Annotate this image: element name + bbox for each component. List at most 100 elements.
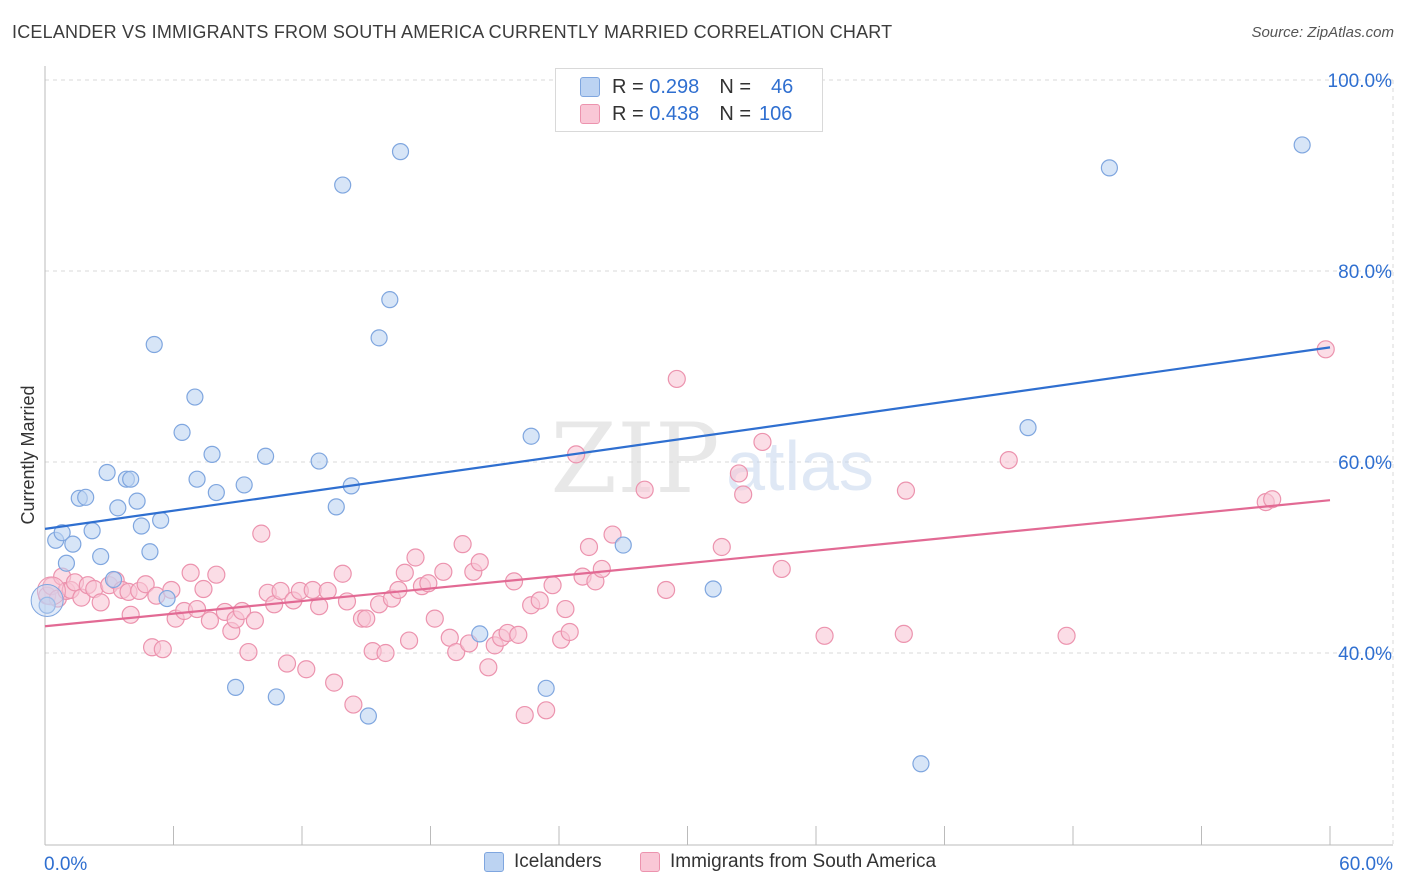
immigrants-point [999, 450, 1018, 470]
immigrants-point [181, 563, 200, 582]
icelanders-point [359, 707, 377, 725]
icelanders-point [310, 452, 328, 470]
immigrants-point [194, 579, 213, 599]
trend-lines [44, 346, 1331, 628]
immigrants-point [712, 537, 731, 557]
immigrants-point [153, 640, 172, 659]
immigrants-point [239, 642, 258, 662]
stats-legend: R = 0.298 N = 46 R = 0.438 N = 106 [555, 68, 823, 132]
immigrants-point [896, 481, 916, 500]
immigrants-point [406, 548, 425, 567]
immigrants-point [815, 626, 834, 645]
immigrants-point [271, 581, 290, 601]
legend-r-value: 0.298 [649, 75, 700, 98]
immigrants-point [207, 565, 226, 584]
watermark: ZIP atlas [550, 403, 874, 515]
immigrants-point [357, 609, 376, 628]
legend-swatch-blue [580, 77, 600, 97]
immigrants-point [310, 597, 329, 616]
y-tick-label: 60.0% [1338, 453, 1392, 474]
legend-swatch-pink [580, 104, 600, 124]
icelanders-point [83, 522, 101, 540]
icelanders-point [256, 447, 275, 465]
icelanders-point [128, 492, 146, 510]
icelanders-trend-line [44, 346, 1331, 530]
icelanders-point [98, 463, 116, 482]
source-label: Source: ZipAtlas.com [1251, 24, 1394, 41]
icelanders-point-cluster [30, 583, 64, 617]
icelanders-point [334, 176, 352, 194]
icelanders-point [227, 678, 245, 696]
legend-row-icelanders: R = 0.298 N = 46 [580, 75, 793, 99]
immigrants-point [530, 591, 549, 610]
legend-n-label: N = [719, 75, 751, 98]
icelanders-point [38, 596, 56, 614]
icelanders-point [912, 755, 930, 773]
immigrants-point [136, 575, 155, 594]
icelanders-point [235, 476, 253, 494]
immigrants-point [656, 580, 676, 600]
immigrants-point [252, 524, 271, 543]
x-tick-label: 60.0% [1339, 854, 1393, 875]
icelanders-point [207, 483, 225, 502]
series-icelanders-points [30, 136, 1311, 773]
immigrants-point [187, 599, 207, 619]
icelanders-point [1293, 136, 1311, 154]
icelanders-point [57, 554, 76, 572]
icelanders-point [145, 335, 163, 354]
bottom-legend-label-immigrants: Immigrants from South America [670, 851, 937, 872]
immigrants-point [603, 525, 622, 544]
icelanders-point [614, 536, 632, 554]
chart-title: ICELANDER VS IMMIGRANTS FROM SOUTH AMERI… [12, 22, 893, 42]
immigrants-trend-line [44, 499, 1331, 628]
legend-n-value: 106 [759, 102, 793, 125]
immigrants-point [729, 464, 749, 483]
icelanders-point [267, 688, 285, 706]
immigrants-point [325, 673, 344, 692]
icelanders-point [381, 291, 399, 309]
icelanders-point [64, 535, 82, 553]
immigrants-point [667, 369, 686, 389]
icelanders-point [537, 679, 555, 697]
icelanders-point [391, 143, 410, 161]
icelanders-point [132, 517, 150, 535]
icelanders-point [109, 499, 127, 517]
legend-n-value: 46 [771, 75, 794, 98]
legend-r-label: R = [612, 75, 644, 98]
y-tick-label: 80.0% [1338, 262, 1392, 283]
immigrants-point [395, 563, 414, 582]
bottom-legend-immigrants: Immigrants from South America [640, 851, 936, 873]
immigrants-point [245, 611, 264, 630]
icelanders-point [188, 470, 206, 488]
immigrants-point [509, 625, 528, 644]
immigrants-point [479, 658, 498, 677]
immigrants-point [579, 537, 599, 557]
immigrants-point [515, 705, 534, 725]
y-tick-label: 40.0% [1338, 644, 1392, 665]
axis-labels: 40.0% 60.0% 80.0% 100.0% 0.0% 60.0% Currently … [18, 71, 1393, 875]
icelanders-point [92, 547, 110, 566]
immigrants-point [556, 599, 575, 619]
bottom-legend-swatch-pink [640, 852, 660, 872]
icelanders-point [152, 511, 170, 529]
immigrants-point [333, 564, 352, 583]
legend-row-immigrants: R = 0.438 N = 106 [580, 102, 792, 126]
icelanders-point [370, 329, 388, 347]
icelanders-point [1100, 159, 1119, 177]
icelanders-point [122, 470, 140, 488]
icelanders-point [158, 589, 176, 608]
icelanders-point [173, 423, 191, 441]
immigrants-point [447, 642, 466, 662]
immigrants-point [297, 660, 316, 679]
y-axis-label: Currently Married [18, 385, 38, 524]
immigrants-point [537, 701, 556, 720]
immigrants-point [772, 559, 791, 579]
axes [44, 66, 1393, 846]
legend-r-value: 0.438 [649, 102, 700, 125]
immigrants-point [635, 480, 654, 499]
immigrants-point [543, 576, 562, 595]
icelanders-point [53, 524, 71, 542]
icelanders-point [141, 543, 159, 561]
immigrants-point [592, 559, 611, 579]
